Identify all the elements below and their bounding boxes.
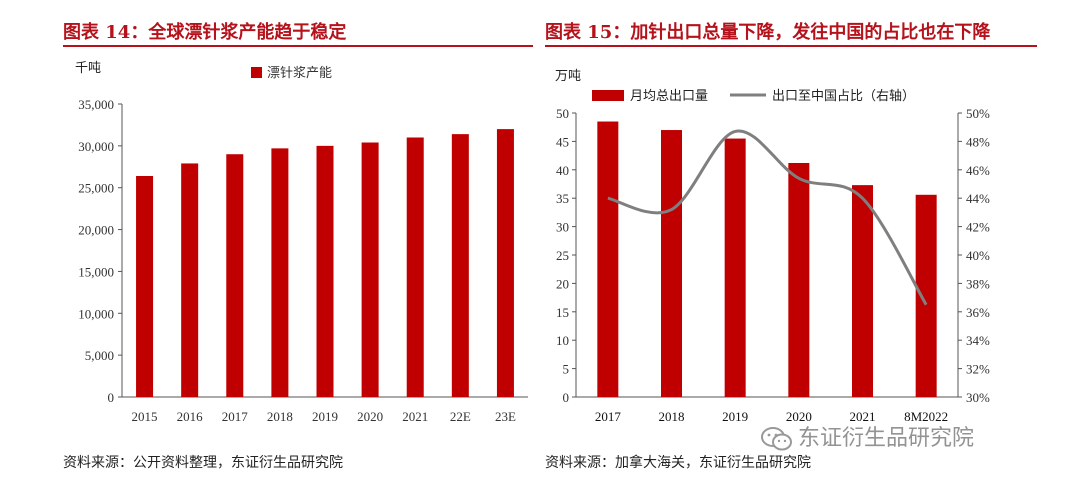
left-plot-area: 0 5,000 10,000 15,000 20,000 25,000 30,000 35,0… — [78, 97, 528, 424]
left-bar — [316, 145, 334, 397]
right-y2-tick-label: 48% — [966, 134, 990, 149]
left-bar — [226, 154, 244, 397]
right-y-tick-label: 50 — [556, 106, 569, 121]
right-y2-tick-label: 38% — [966, 276, 990, 291]
left-legend-label: 漂针浆产能 — [267, 65, 332, 80]
right-y2-tick-label: 42% — [966, 220, 990, 235]
right-share-line — [607, 129, 928, 306]
left-bar — [181, 163, 199, 397]
right-y2-tick-label: 50% — [966, 106, 990, 121]
right-combo-chart: 万吨 月均总出口量 出口至中国占比（右轴） 0 5 10 15 20 25 30 35 40 45… — [555, 68, 990, 424]
right-source-note: 资料来源：加拿大海关，东证衍生品研究院 — [545, 455, 811, 471]
right-unit-label: 万吨 — [555, 68, 581, 83]
left-y-tick-label: 10,000 — [78, 306, 114, 321]
right-y-tick-label: 10 — [556, 333, 569, 348]
right-x-tick-label: 2019 — [722, 409, 748, 424]
right-x-tick-label: 2017 — [595, 409, 622, 424]
right-y2-tick-label: 30% — [966, 390, 990, 405]
left-y-tick-label: 30,000 — [78, 139, 114, 154]
left-y-tick-label: 5,000 — [85, 348, 114, 363]
left-x-tick-label: 2020 — [357, 409, 383, 424]
left-x-tick-label: 23E — [495, 409, 516, 424]
right-bar — [852, 185, 873, 397]
right-y2-tick-label: 46% — [966, 163, 990, 178]
left-legend-swatch — [251, 67, 262, 78]
right-y-tick-label: 15 — [556, 305, 569, 320]
right-title-rule — [545, 45, 1037, 47]
right-legend-line-label: 出口至中国占比（右轴） — [772, 88, 915, 103]
left-bar-chart: 千吨 漂针浆产能 0 5,000 10,000 15,000 20,000 25,000 3… — [75, 60, 528, 424]
left-x-tick-label: 2018 — [267, 409, 293, 424]
right-y-tick-label: 25 — [556, 248, 569, 263]
left-y-tick-label: 20,000 — [78, 223, 114, 238]
right-bar — [724, 138, 746, 397]
right-y-tick-label: 20 — [556, 276, 569, 291]
right-legend-bar-label: 月均总出口量 — [630, 88, 708, 103]
right-x-tick-label: 2020 — [786, 409, 812, 424]
right-x-tick-label: 2021 — [850, 409, 876, 424]
right-y2-tick-label: 44% — [966, 191, 990, 206]
left-x-tick-label: 2016 — [177, 409, 204, 424]
right-x-tick-label: 8M2022 — [904, 409, 948, 424]
left-bar — [136, 175, 154, 397]
right-y-tick-label: 0 — [563, 390, 570, 405]
left-x-tick-label: 22E — [450, 409, 471, 424]
left-x-tick-label: 2015 — [132, 409, 158, 424]
left-y-tick-label: 25,000 — [78, 181, 114, 196]
left-x-tick-label: 2017 — [222, 409, 249, 424]
right-y2-tick-label: 34% — [966, 333, 990, 348]
left-y-tick-label: 0 — [108, 390, 115, 405]
left-bar — [361, 142, 379, 397]
right-bar — [915, 194, 937, 397]
left-bar — [451, 134, 469, 397]
right-legend: 月均总出口量 出口至中国占比（右轴） — [592, 88, 915, 103]
right-y-tick-label: 35 — [556, 191, 569, 206]
right-y2-tick-label: 40% — [966, 248, 990, 263]
left-bar — [271, 148, 289, 397]
left-x-tick-label: 2021 — [402, 409, 428, 424]
right-bar — [661, 130, 682, 397]
left-source-note: 资料来源：公开资料整理，东证衍生品研究院 — [63, 455, 343, 471]
right-bar — [597, 121, 619, 398]
right-legend-bar-swatch — [592, 90, 624, 101]
right-y-tick-label: 40 — [556, 163, 569, 178]
right-plot-area: 0 5 10 15 20 25 30 35 40 45 50 30% 32% 34% 36% 38% 40% 42… — [556, 106, 990, 424]
left-x-tick-label: 2019 — [312, 409, 338, 424]
right-y-tick-label: 45 — [556, 134, 569, 149]
left-figure-title: 图表 14：全球漂针浆产能趋于稳定 — [63, 22, 347, 43]
right-x-tick-label: 2018 — [659, 409, 685, 424]
left-y-tick-label: 15,000 — [78, 264, 114, 279]
left-title-rule — [63, 45, 533, 47]
left-unit-label: 千吨 — [75, 60, 101, 75]
right-y-tick-label: 5 — [563, 362, 570, 377]
right-y-tick-label: 30 — [556, 220, 569, 235]
right-figure-title: 图表 15：加针出口总量下降，发往中国的占比也在下降 — [545, 22, 991, 43]
left-legend: 漂针浆产能 — [251, 65, 332, 80]
left-y-tick-label: 35,000 — [78, 97, 114, 112]
right-y2-tick-label: 32% — [966, 362, 990, 377]
right-bar — [788, 162, 810, 397]
wechat-icon — [761, 427, 792, 451]
watermark-text: 东证衍生品研究院 — [798, 426, 975, 451]
left-bar — [406, 137, 424, 397]
right-y2-tick-label: 36% — [966, 305, 990, 320]
left-bar — [496, 129, 514, 397]
